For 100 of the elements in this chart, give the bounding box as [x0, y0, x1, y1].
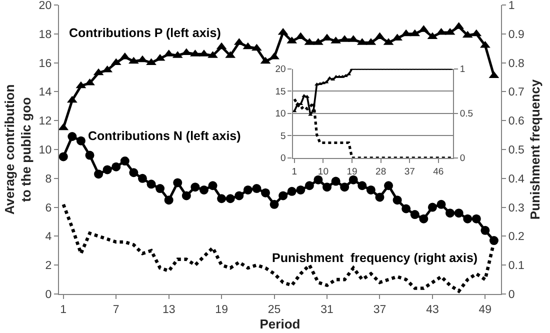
point: [129, 168, 138, 178]
y2-tick-label: 0.4: [508, 173, 525, 186]
series-label: Contributions N (left axis): [88, 129, 241, 143]
point: [217, 194, 226, 204]
point: [199, 185, 208, 194]
point: [375, 192, 384, 202]
point: [392, 196, 402, 205]
point: [436, 200, 446, 209]
point: [436, 28, 446, 35]
point: [252, 184, 262, 194]
point: [410, 210, 420, 220]
point: [164, 196, 174, 205]
point: [463, 214, 472, 224]
x-tick-label: 37: [404, 166, 415, 178]
x-tick-label: 19: [215, 304, 228, 316]
x-tick-label: 1: [60, 304, 67, 316]
point: [243, 185, 252, 194]
point: [358, 181, 367, 190]
y-tick-label: 2: [45, 260, 52, 272]
x-tick-label: 7: [112, 304, 120, 316]
point: [366, 185, 376, 194]
x-tick-label: 1: [292, 166, 298, 178]
point: [76, 136, 86, 146]
point: [120, 156, 130, 166]
y-tick-label: 6: [45, 202, 52, 214]
y-tick-label: 4: [45, 231, 52, 244]
point: [296, 185, 306, 194]
point: [173, 178, 182, 188]
point: [304, 181, 314, 190]
point: [472, 214, 481, 224]
y2-tick-label: 0.9: [508, 28, 524, 41]
x-tick-label: 31: [320, 304, 334, 316]
point: [234, 191, 244, 200]
x-tick-label: 37: [373, 304, 386, 316]
point: [419, 214, 428, 224]
point: [252, 44, 262, 51]
point: [374, 32, 385, 40]
y-tick-label: 10: [38, 144, 52, 157]
point: [112, 162, 121, 172]
point: [261, 188, 270, 198]
point: [480, 226, 490, 235]
point: [182, 191, 191, 200]
point: [340, 182, 350, 192]
y-axis-title: Average contribution to the public goo: [2, 84, 34, 215]
y-tick-label: 5: [280, 130, 286, 142]
y2-tick-label: 1: [460, 64, 466, 76]
y2-tick-label: 0.3: [508, 202, 524, 214]
point: [208, 181, 218, 190]
point: [146, 58, 156, 66]
point: [314, 175, 323, 184]
point: [384, 181, 394, 190]
y2-tick-label: 0: [508, 289, 515, 302]
point: [59, 152, 68, 162]
point: [278, 191, 288, 200]
point: [402, 204, 411, 214]
x-tick-label: 13: [162, 304, 176, 316]
point: [94, 170, 104, 179]
point: [59, 123, 69, 130]
y-tick-label: 8: [45, 173, 52, 186]
point: [428, 202, 437, 212]
point: [314, 82, 320, 86]
point: [292, 109, 297, 112]
y2-tick-label: 0.1: [508, 260, 524, 272]
point: [156, 184, 165, 194]
x-tick-label: 28: [376, 166, 386, 178]
y-tick-label: 18: [38, 28, 52, 41]
y2-tick-label: 0.2: [508, 231, 524, 244]
y-tick-label: 10: [275, 108, 286, 120]
y2-tick-label: 0.5: [460, 108, 474, 120]
point: [138, 174, 147, 183]
y2-tick-label: 0.6: [508, 116, 524, 128]
y2-tick-label: 0.8: [508, 58, 524, 70]
y-tick-label: 12: [38, 116, 52, 128]
y2-tick-label: 0.5: [508, 144, 524, 157]
point: [322, 182, 332, 192]
point: [287, 186, 296, 196]
point: [226, 194, 235, 204]
series-label: Contributions P (left axis): [69, 26, 221, 40]
point: [446, 208, 455, 218]
y2-axis-title: Punishment frequency: [528, 78, 543, 220]
x-tick-label: 49: [478, 304, 492, 316]
y2-tick-label: 0: [460, 153, 466, 164]
x-tick-label: 46: [433, 166, 444, 178]
x-tick-label: 25: [268, 304, 281, 316]
point: [68, 132, 77, 141]
x-axis-title: Period: [260, 316, 300, 332]
y-tick-label: 15: [275, 86, 286, 98]
y-tick-label: 16: [38, 58, 52, 70]
point: [340, 74, 345, 78]
point: [146, 180, 156, 189]
point: [331, 176, 340, 186]
y2-tick-label: 0.7: [508, 86, 524, 99]
y-tick-label: 20: [275, 64, 286, 76]
point: [102, 165, 112, 174]
point: [270, 200, 279, 209]
y-tick-label: 0: [280, 153, 286, 164]
x-tick-label: 43: [426, 304, 439, 316]
point: [454, 208, 464, 218]
point: [85, 150, 94, 160]
point: [348, 175, 358, 184]
